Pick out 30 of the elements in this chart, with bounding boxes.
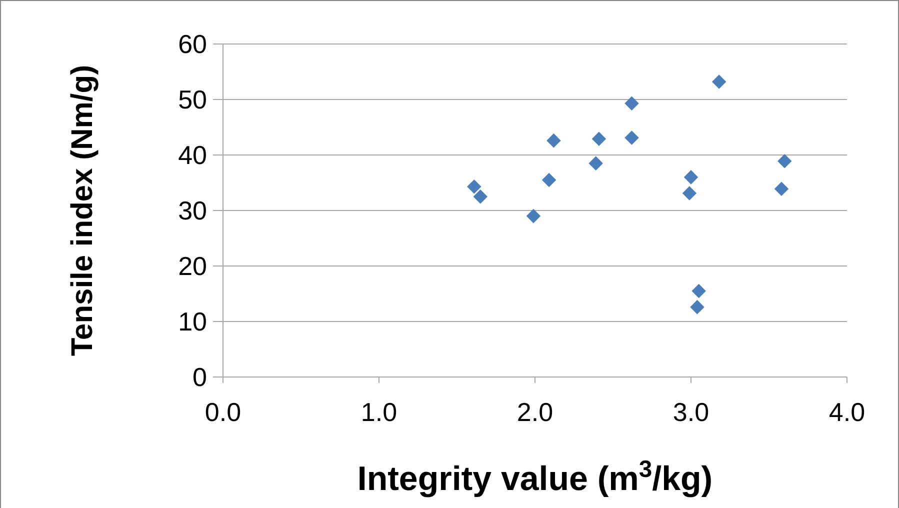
x-tick-label: 1.0 bbox=[360, 397, 398, 427]
point bbox=[684, 170, 698, 184]
y-tick-label: 30 bbox=[178, 196, 207, 226]
point bbox=[777, 154, 792, 168]
point bbox=[542, 172, 556, 188]
point bbox=[592, 132, 606, 146]
y-axis-title: Tensile index (Nm/g) bbox=[66, 64, 99, 356]
y-tick-label: 50 bbox=[178, 84, 207, 115]
y-tick-label: 0 bbox=[192, 362, 207, 392]
point bbox=[712, 74, 726, 89]
point bbox=[692, 284, 706, 298]
point bbox=[473, 189, 488, 204]
point bbox=[774, 182, 789, 196]
y-tick-label: 10 bbox=[178, 306, 207, 337]
y-tick-label: 60 bbox=[178, 29, 207, 60]
x-tick-label: 0.0 bbox=[204, 397, 242, 427]
y-tick-label: 20 bbox=[178, 251, 207, 282]
x-tick-label: 2.0 bbox=[516, 397, 554, 427]
point bbox=[467, 179, 482, 194]
x-tick-label: 3.0 bbox=[672, 397, 710, 427]
x-axis-title: Integrity value (m$^{3}$/kg) bbox=[357, 456, 713, 498]
point bbox=[526, 208, 541, 224]
point bbox=[624, 96, 639, 111]
x-tick-label: 4.0 bbox=[828, 397, 866, 427]
y-tick-label: 40 bbox=[178, 140, 207, 170]
point bbox=[690, 300, 704, 314]
point bbox=[624, 130, 639, 145]
point bbox=[682, 186, 697, 200]
point bbox=[546, 133, 561, 148]
point bbox=[588, 156, 603, 170]
